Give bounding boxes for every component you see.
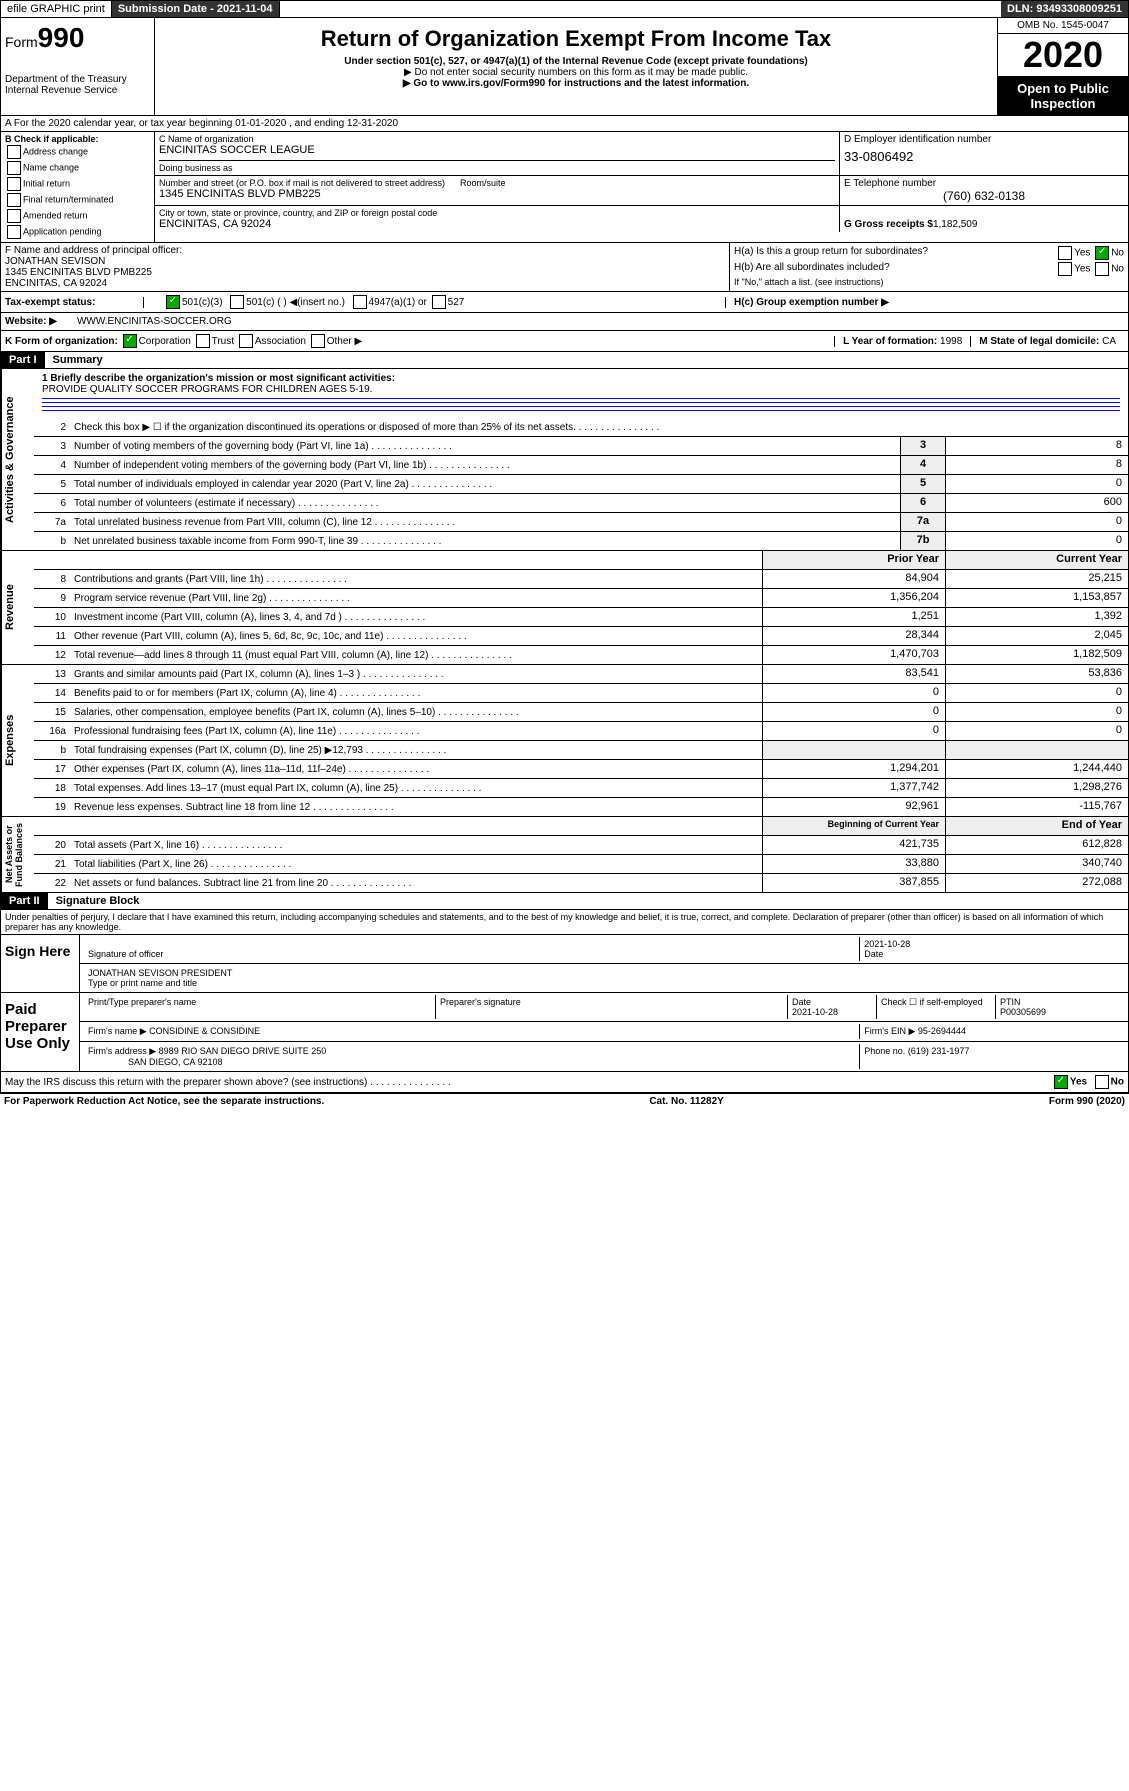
line-2: 2Check this box ▶ ☐ if the organization … (34, 418, 1128, 437)
line-8: 8Contributions and grants (Part VIII, li… (34, 570, 1128, 589)
top-bar: efile GRAPHIC print Submission Date - 20… (0, 0, 1129, 18)
vtab-expenses: Expenses (1, 665, 34, 816)
line-18: 18Total expenses. Add lines 13–17 (must … (34, 779, 1128, 798)
line-20: 20Total assets (Part X, line 16)421,7356… (34, 836, 1128, 855)
sign-here: Sign Here (1, 935, 80, 992)
dln: DLN: 93493308009251 (1001, 1, 1128, 17)
discuss-label: May the IRS discuss this return with the… (5, 1077, 451, 1088)
efile-label[interactable]: efile GRAPHIC print (1, 1, 112, 17)
ein: 33-0806492 (844, 149, 1124, 164)
line-19: 19Revenue less expenses. Subtract line 1… (34, 798, 1128, 816)
dba-label: Doing business as (159, 160, 835, 173)
line-17: 17Other expenses (Part IX, column (A), l… (34, 760, 1128, 779)
org-address: 1345 ENCINITAS BLVD PMB225 (159, 188, 835, 200)
line-7a: 7aTotal unrelated business revenue from … (34, 513, 1128, 532)
tax-year: 2020 (998, 34, 1128, 77)
line-3: 3Number of voting members of the governi… (34, 437, 1128, 456)
subtitle-1: Under section 501(c), 527, or 4947(a)(1)… (159, 56, 993, 67)
line-6: 6Total number of volunteers (estimate if… (34, 494, 1128, 513)
ptin: P00305699 (1000, 1007, 1046, 1017)
line-16a: 16aProfessional fundraising fees (Part I… (34, 722, 1128, 741)
officer-name: JONATHAN SEVISON (5, 256, 725, 267)
d-label: D Employer identification number (844, 134, 1124, 145)
tax-status-label: Tax-exempt status: (5, 297, 144, 308)
mission-text: PROVIDE QUALITY SOCCER PROGRAMS FOR CHIL… (42, 384, 1120, 395)
gross-receipts: 1,182,509 (933, 219, 978, 230)
line-14: 14Benefits paid to or for members (Part … (34, 684, 1128, 703)
subtitle-3: ▶ Go to www.irs.gov/Form990 for instruct… (159, 78, 993, 89)
line-13: 13Grants and similar amounts paid (Part … (34, 665, 1128, 684)
check-b-column: B Check if applicable: Address change Na… (1, 132, 155, 242)
website-label: Website: ▶ (5, 316, 57, 327)
subtitle-2: ▶ Do not enter social security numbers o… (159, 67, 993, 78)
row-a-period: A For the 2020 calendar year, or tax yea… (1, 116, 1128, 132)
paid-preparer: Paid Preparer Use Only (1, 993, 80, 1071)
submission-date: Submission Date - 2021-11-04 (112, 1, 280, 17)
e-label: E Telephone number (844, 178, 1124, 189)
form-body: Form990 Department of the Treasury Inter… (0, 18, 1129, 1094)
website-url[interactable]: WWW.ENCINITAS-SOCCER.ORG (77, 316, 232, 327)
officer-sig-name: JONATHAN SEVISON PRESIDENT (88, 968, 232, 978)
line-9: 9Program service revenue (Part VIII, lin… (34, 589, 1128, 608)
org-city: ENCINITAS, CA 92024 (159, 218, 835, 230)
c-label: C Name of organization (159, 134, 835, 144)
form-number-cell: Form990 Department of the Treasury Inter… (1, 18, 155, 115)
footer-mid: Cat. No. 11282Y (649, 1096, 723, 1107)
omb-number: OMB No. 1545-0047 (998, 18, 1128, 34)
part-2-header: Part II (1, 893, 48, 909)
footer-left: For Paperwork Reduction Act Notice, see … (4, 1096, 324, 1107)
line-22: 22Net assets or fund balances. Subtract … (34, 874, 1128, 892)
form-title: Return of Organization Exempt From Incom… (159, 26, 993, 52)
firm-name: CONSIDINE & CONSIDINE (149, 1026, 260, 1036)
dept-label: Department of the Treasury Internal Reve… (5, 74, 150, 96)
vtab-revenue: Revenue (1, 551, 34, 664)
vtab-net-assets: Net Assets or Fund Balances (1, 817, 34, 892)
phone: (760) 632-0138 (844, 189, 1124, 203)
line-b: bTotal fundraising expenses (Part IX, co… (34, 741, 1128, 760)
f-label: F Name and address of principal officer: (5, 245, 725, 256)
line-12: 12Total revenue—add lines 8 through 11 (… (34, 646, 1128, 664)
org-name: ENCINITAS SOCCER LEAGUE (159, 144, 835, 156)
perjury-text: Under penalties of perjury, I declare th… (1, 910, 1128, 935)
part-2-title: Signature Block (48, 893, 148, 909)
line-10: 10Investment income (Part VIII, column (… (34, 608, 1128, 627)
gross-label: G Gross receipts $ (844, 219, 933, 230)
part-1-title: Summary (45, 352, 111, 368)
line-15: 15Salaries, other compensation, employee… (34, 703, 1128, 722)
line-4: 4Number of independent voting members of… (34, 456, 1128, 475)
line-11: 11Other revenue (Part VIII, column (A), … (34, 627, 1128, 646)
vtab-governance: Activities & Governance (1, 369, 34, 550)
footer-right: Form 990 (2020) (1049, 1096, 1125, 1107)
line-21: 21Total liabilities (Part X, line 26)33,… (34, 855, 1128, 874)
part-1-header: Part I (1, 352, 45, 368)
line-b: bNet unrelated business taxable income f… (34, 532, 1128, 550)
open-to-public: Open to Public Inspection (998, 77, 1128, 115)
line-5: 5Total number of individuals employed in… (34, 475, 1128, 494)
